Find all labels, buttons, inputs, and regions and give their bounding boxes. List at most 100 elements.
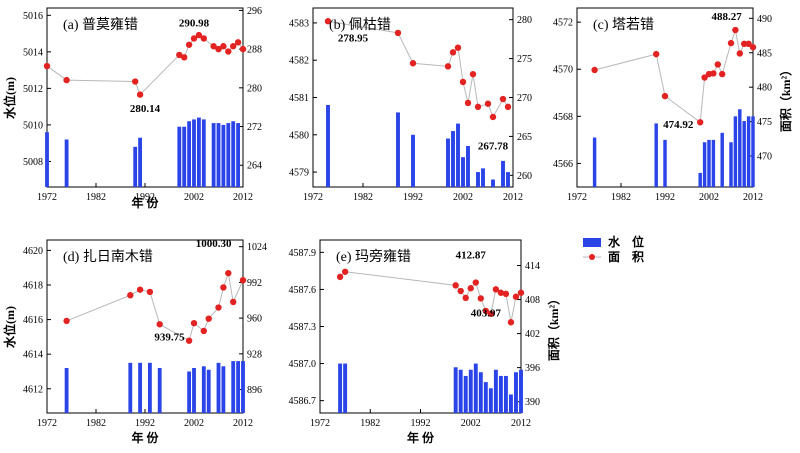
area-point (741, 40, 748, 47)
x-axis-label: 年 份 (131, 195, 159, 210)
chart-title: (a) 普莫雍错 (63, 17, 138, 33)
area-point (697, 119, 704, 126)
water-level-bar (501, 160, 505, 187)
y-tick-label-left: 4580 (289, 130, 309, 141)
x-tick-label: 2002 (184, 418, 204, 429)
x-tick-label: 2012 (233, 418, 253, 429)
x-tick-label: 1982 (611, 192, 631, 203)
water-level-bar (663, 139, 667, 187)
water-level-bar (64, 139, 69, 187)
y-tick-label-left: 4582 (289, 56, 309, 67)
water-level-bar (506, 172, 510, 187)
y-tick-label-right: 280 (517, 15, 532, 26)
area-point (200, 35, 207, 42)
y-tick-label-left: 4587.6 (289, 285, 317, 296)
area-point (63, 317, 70, 325)
water-level-bar (192, 119, 196, 187)
y-tick-label-right: 992 (247, 278, 262, 289)
y-tick-label-left: 4616 (23, 315, 43, 326)
area-point (727, 39, 735, 47)
water-level-bar (729, 142, 733, 187)
area-point (487, 310, 495, 317)
annotation-label: 280.14 (130, 103, 161, 115)
area-point (749, 44, 757, 51)
area-point (507, 319, 515, 326)
y-tick-label-right: 1024 (247, 242, 267, 253)
area-point (459, 78, 467, 86)
legend-bar-swatch (583, 238, 601, 247)
water-level-bar (473, 363, 478, 413)
area-point (156, 321, 163, 328)
x-tick-label: 1992 (135, 192, 155, 203)
area-point (444, 63, 452, 70)
y-tick-label-right: 390 (525, 397, 540, 408)
area-point (719, 70, 726, 78)
water-level-bar (241, 361, 245, 413)
y-tick-label-left: 4579 (289, 168, 309, 179)
water-level-bar (458, 369, 463, 413)
water-level-bar (751, 116, 755, 187)
area-point (661, 92, 669, 100)
area-point (452, 282, 459, 289)
chart-title: (e) 玛旁雍错 (336, 248, 411, 265)
water-level-bar (733, 116, 738, 187)
water-level-bar (478, 372, 483, 413)
area-point (234, 39, 242, 46)
area-point (469, 70, 477, 78)
y-tick-label-right: 896 (247, 385, 262, 396)
water-level-bar (236, 361, 241, 413)
area-point (185, 337, 193, 344)
water-level-bar (216, 362, 221, 413)
y-tick-label-left: 4587.9 (289, 248, 317, 259)
x-tick-label: 2002 (699, 192, 719, 203)
y-axis-label-right: 面积（km²） (546, 293, 561, 361)
area-point (176, 51, 183, 59)
x-tick-label: 1992 (403, 192, 423, 203)
area-point (517, 289, 525, 296)
area-point (497, 289, 505, 296)
x-tick-label: 1972 (567, 192, 587, 203)
water-level-bar (221, 124, 226, 187)
water-level-bar (396, 112, 400, 187)
water-level-bar (343, 363, 348, 413)
water-level-bar (493, 369, 498, 413)
annotation-label: 278.95 (338, 33, 369, 45)
area-point (127, 292, 134, 299)
y-tick-label-left: 4618 (23, 280, 43, 291)
water-level-bar (720, 132, 724, 187)
area-point (472, 279, 479, 286)
water-level-bar (411, 134, 415, 187)
area-point (409, 60, 417, 67)
y-tick-label-right: 288 (247, 45, 262, 56)
water-level-bar (157, 368, 162, 413)
y-tick-label-left: 4587.3 (289, 322, 317, 333)
water-level-bar (133, 146, 138, 187)
water-level-bar (654, 123, 658, 187)
area-point (220, 284, 227, 291)
x-tick-label: 1992 (135, 418, 155, 429)
water-level-bar (128, 362, 133, 413)
area-point (502, 290, 510, 298)
water-level-bar (326, 104, 330, 187)
y-tick-label-right: 960 (247, 314, 262, 325)
y-tick-label-left: 4572 (553, 18, 573, 29)
area-point (200, 327, 207, 335)
x-tick-label: 2012 (233, 192, 253, 203)
water-level-bar (463, 375, 468, 413)
x-tick-label: 2012 (503, 192, 523, 203)
area-point (736, 50, 743, 57)
area-point (225, 269, 232, 277)
x-tick-label: 1982 (353, 192, 373, 203)
water-level-bar (519, 369, 523, 413)
x-tick-label: 1992 (411, 418, 431, 429)
y-tick-label-left: 5008 (23, 157, 43, 168)
area-point (714, 61, 721, 68)
area-point (136, 91, 144, 98)
water-level-bar (503, 375, 508, 413)
water-level-bar (138, 137, 143, 187)
legend-dot-swatch (589, 254, 595, 260)
y-tick-label-left: 4568 (553, 112, 573, 123)
y-tick-label-right: 414 (525, 261, 540, 272)
area-point (512, 293, 520, 300)
y-tick-label-right: 480 (757, 83, 772, 94)
